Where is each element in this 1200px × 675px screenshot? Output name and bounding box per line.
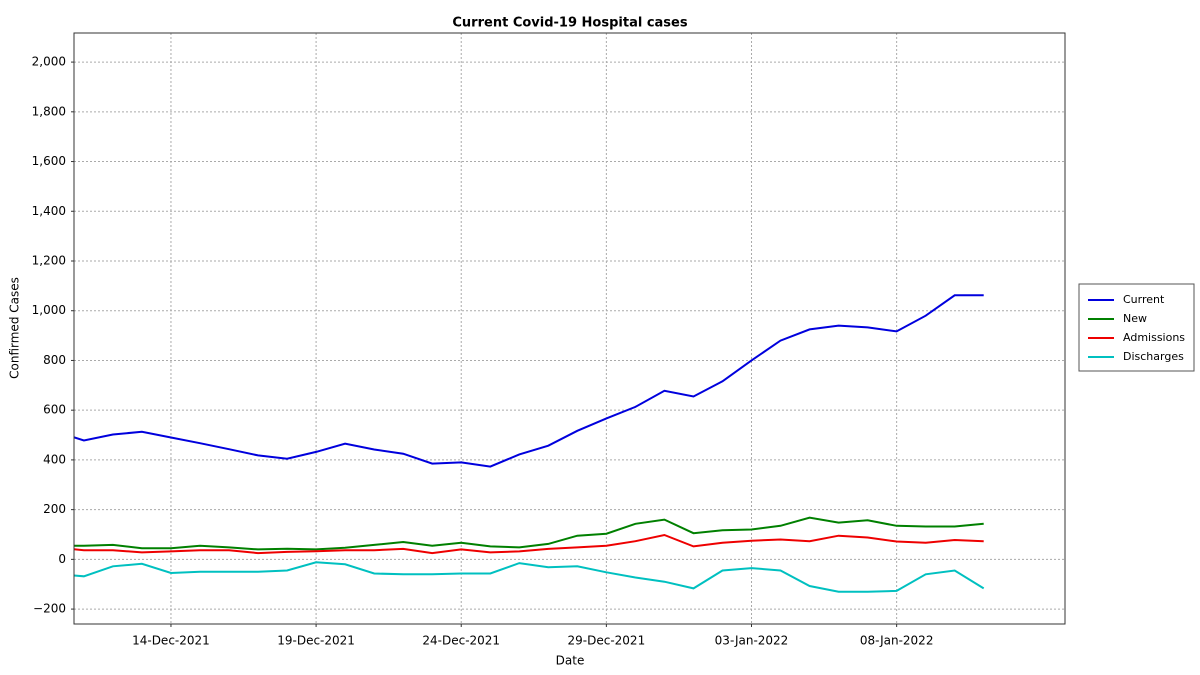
y-tick-label: 1,000	[32, 303, 66, 317]
y-tick-label: 1,600	[32, 154, 66, 168]
y-tick-label: 1,400	[32, 204, 66, 218]
x-tick-label: 24-Dec-2021	[422, 634, 500, 648]
x-tick-label: 03-Jan-2022	[715, 634, 789, 648]
legend-label: New	[1123, 312, 1147, 325]
chart-title: Current Covid-19 Hospital cases	[452, 16, 687, 31]
y-tick-label: 800	[43, 353, 66, 367]
series-line	[74, 294, 984, 468]
lines	[74, 294, 985, 593]
legend-label: Discharges	[1123, 350, 1184, 363]
legend-label: Current	[1123, 293, 1165, 306]
plot-frame	[73, 32, 1066, 625]
plot-area	[74, 33, 1065, 624]
y-axis-label: Confirmed Cases	[8, 277, 22, 379]
x-tick-label: 29-Dec-2021	[568, 634, 646, 648]
y-tick-label: 600	[43, 403, 66, 417]
x-tick-label: 19-Dec-2021	[277, 634, 355, 648]
y-tick-label: 1,800	[32, 104, 66, 118]
series-line	[74, 516, 984, 551]
legend: Current New Admissions Discharges	[1078, 283, 1195, 372]
y-tick-label: 1,200	[32, 253, 66, 267]
legend-label: Admissions	[1123, 331, 1185, 344]
y-tick-label: −200	[33, 602, 66, 616]
y-tick-label: 200	[43, 502, 66, 516]
x-axis-label: Date	[556, 654, 585, 668]
y-tick-label: 2,000	[32, 55, 66, 69]
x-tick-label: 14-Dec-2021	[132, 634, 210, 648]
x-tick-label: 08-Jan-2022	[860, 634, 934, 648]
series-line	[74, 561, 985, 593]
y-tick-label: 0	[58, 552, 66, 566]
series-line	[74, 533, 984, 555]
y-tick-label: 400	[43, 452, 66, 466]
